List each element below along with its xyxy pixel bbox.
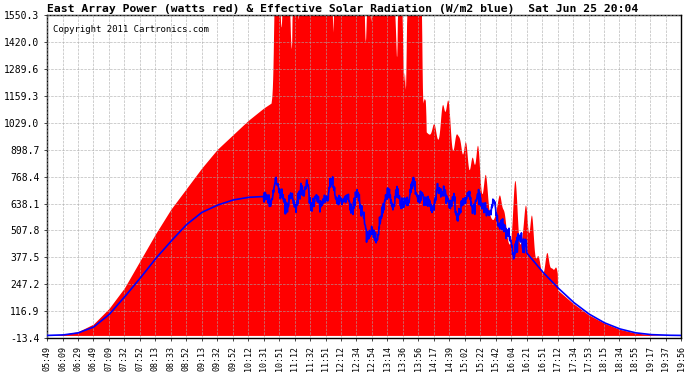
Text: Copyright 2011 Cartronics.com: Copyright 2011 Cartronics.com — [53, 25, 209, 34]
Text: East Array Power (watts red) & Effective Solar Radiation (W/m2 blue)  Sat Jun 25: East Array Power (watts red) & Effective… — [47, 4, 638, 14]
